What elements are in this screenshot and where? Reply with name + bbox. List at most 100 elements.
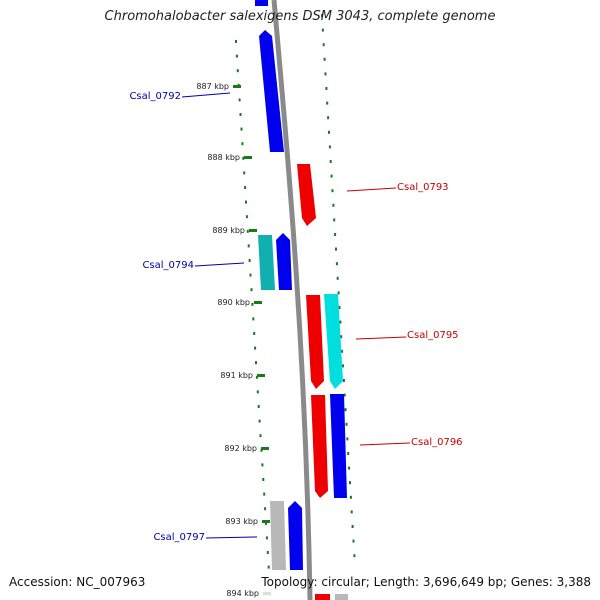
gene-label-leader [194, 262, 245, 267]
ring-dot [243, 171, 246, 175]
scale-tick [257, 374, 265, 377]
gene-feature-csal-0796-a[interactable] [311, 395, 328, 498]
gene-feature-top-partial[interactable] [255, 0, 268, 6]
scale-tick-label: 888 kbp [207, 153, 240, 162]
scale-tick-label: 891 kbp [220, 371, 253, 380]
ring-dot [343, 393, 346, 397]
ring-dot [342, 364, 344, 368]
ring-dot [263, 492, 266, 496]
ring-dot [345, 422, 348, 426]
ring-dot [258, 419, 261, 423]
ring-dot [339, 320, 342, 324]
ring-dot [353, 554, 356, 558]
ring-dot [265, 536, 268, 540]
ring-dot [267, 565, 270, 569]
gene-label-leader [355, 336, 407, 340]
ring-dot [253, 332, 256, 335]
scale-tick [254, 301, 262, 304]
ring-dot [238, 98, 241, 102]
ring-dot [336, 276, 339, 280]
gene-feature-csal-0797-b[interactable] [288, 501, 303, 570]
ring-dot [334, 233, 337, 236]
ring-dot [328, 145, 331, 149]
gene-label-csal-0795[interactable]: Csal_0795 [407, 330, 459, 341]
ring-dot [239, 113, 242, 116]
gene-feature-csal-0797-a[interactable] [270, 501, 286, 570]
ring-dot [327, 116, 330, 120]
gene-label-csal-0793[interactable]: Csal_0793 [397, 182, 449, 193]
map-title: Chromohalobacter salexigens DSM 3043, co… [104, 9, 496, 24]
ring-dot [251, 302, 254, 306]
scale-tick-label: 892 kbp [224, 444, 257, 453]
ring-dot [257, 405, 260, 408]
ring-dot [341, 349, 344, 353]
ring-dot [235, 40, 237, 43]
ring-dot [264, 507, 267, 511]
gene-label-csal-0796[interactable]: Csal_0796 [411, 437, 463, 448]
gene-feature-csal-0796-b[interactable] [330, 394, 347, 498]
ring-dot [241, 142, 244, 146]
scale-tick [249, 229, 257, 232]
gene-label-leader [359, 442, 411, 446]
gene-label-csal-0792[interactable]: Csal_0792 [129, 91, 181, 102]
ring-dot [235, 54, 238, 58]
ring-dot [266, 551, 269, 554]
ring-dot [340, 335, 343, 339]
ring-dot [348, 466, 351, 470]
ring-dot [325, 87, 328, 90]
ring-dot [344, 408, 347, 412]
accession-text: Accession: NC_007963 [9, 575, 146, 589]
gene-feature-csal-0795-a[interactable] [306, 295, 324, 389]
gene-label-leader [181, 92, 231, 98]
ring-dot [260, 448, 263, 452]
ring-dot [240, 127, 243, 131]
ring-dot [245, 200, 247, 204]
gene-feature-csal-0795-b[interactable] [324, 294, 343, 389]
scale-tick [244, 156, 252, 159]
scale-tick-label: 889 kbp [212, 226, 245, 235]
ring-dot [324, 72, 327, 76]
gene-feature-csal-0793[interactable] [297, 164, 316, 226]
position-scale: 887 kbp 888 kbp 889 kbp 890 kbp 891 kbp 892 k… [196, 82, 271, 598]
ring-dot [350, 510, 353, 514]
inner-dotted-ring [321, 14, 356, 558]
ring-dot [248, 259, 251, 262]
scale-tick-label: 893 kbp [225, 517, 258, 526]
ring-dot [255, 375, 258, 379]
ring-dot [342, 379, 345, 382]
scale-tick [263, 592, 271, 595]
ring-dot [349, 495, 352, 499]
ring-dot [329, 160, 332, 163]
ring-dot [333, 218, 336, 222]
ring-dot [252, 317, 255, 321]
ring-dot [335, 262, 338, 266]
gene-feature-csal-0792[interactable] [259, 30, 284, 152]
gene-feature-bottom-partial[interactable] [315, 594, 348, 600]
ring-dot [347, 452, 350, 455]
ring-dot [246, 229, 249, 233]
scale-tick-label: 887 kbp [196, 82, 229, 91]
genome-summary-text: Topology: circular; Length: 3,696,649 bp… [261, 575, 591, 589]
ring-dot [254, 346, 257, 350]
ring-dot [323, 57, 326, 61]
gene-label-leader [346, 187, 397, 192]
gene-label-csal-0794[interactable]: Csal_0794 [142, 260, 194, 271]
genome-backbone [271, 0, 313, 600]
gene-feature-csal-0794-b[interactable] [276, 233, 292, 290]
ring-dot [331, 189, 334, 193]
ring-dot [338, 306, 341, 309]
ring-dot [328, 130, 330, 134]
ring-dot [249, 273, 252, 277]
gene-label-leader [205, 536, 258, 539]
ring-dot [250, 288, 253, 292]
ring-dot [261, 463, 264, 467]
scale-tick-label: 894 kbp [226, 589, 259, 598]
gene-feature-csal-0794-a[interactable] [258, 235, 275, 290]
gene-label-csal-0797[interactable]: Csal_0797 [153, 532, 205, 543]
ring-dot [352, 539, 355, 543]
gene-labels: Csal_0792 Csal_0793 Csal_0794 Csal_0795 Csal… [129, 91, 462, 543]
ring-dot [256, 390, 259, 394]
ring-dot [242, 156, 245, 160]
ring-dot [332, 203, 335, 207]
ring-dot [255, 361, 257, 365]
